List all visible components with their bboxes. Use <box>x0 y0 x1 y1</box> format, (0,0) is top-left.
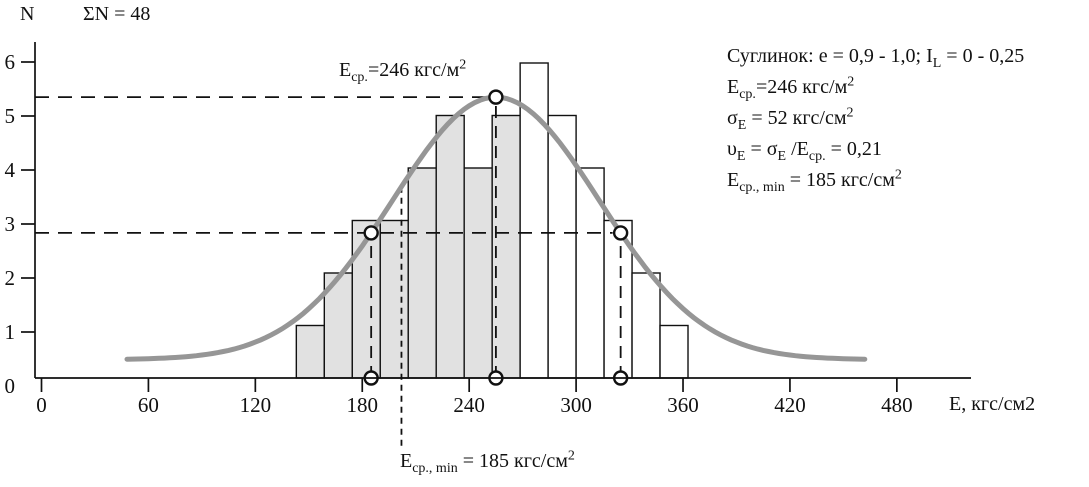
histogram-bar <box>295 324 326 379</box>
x-axis-label: E, кгс/см2 <box>949 393 1036 415</box>
info-line-soil: Суглинок: e = 0,9 - 1,0; IL = 0 - 0,25 <box>727 45 1025 71</box>
peak-marker-circle <box>488 89 504 105</box>
info-line-emin: Eср., min = 185 кгс/см2 <box>727 167 902 195</box>
sigma-marker-circle <box>612 225 629 241</box>
x-tick-label: 180 <box>347 393 379 417</box>
histogram-bar <box>407 167 437 379</box>
x-tick-label: 360 <box>667 393 699 417</box>
x-tick-label: 120 <box>240 393 272 417</box>
sigma-marker-circle <box>363 225 379 241</box>
histogram-bar <box>519 62 549 379</box>
x-tick-label: 300 <box>560 393 592 417</box>
histogram-bar <box>659 324 689 379</box>
info-line-mean: Eср.=246 кгс/м2 <box>727 74 855 102</box>
y-tick-label: 4 <box>5 158 16 182</box>
histogram-bar <box>631 272 661 379</box>
y-tick-label: 5 <box>5 104 16 128</box>
x-tick-label: 480 <box>881 393 913 417</box>
y-axis-letter: N <box>20 3 35 25</box>
x-tick-label: 0 <box>36 393 47 417</box>
histogram-bar <box>379 219 409 379</box>
y-tick-label: 0 <box>5 374 16 398</box>
histogram-bar <box>463 167 493 379</box>
y-tick-label: 2 <box>5 266 16 290</box>
info-line-sigma: σE = 52 кгс/см2 <box>727 105 854 133</box>
x-tick-label: 240 <box>453 393 485 417</box>
y-tick-label: 1 <box>5 320 16 344</box>
histogram-bar <box>547 114 577 379</box>
peak-mean-annotation: Eср.=246 кгс/м2 <box>339 57 467 85</box>
x-tick-label: 420 <box>774 393 806 417</box>
emin-bottom-annotation: Eср., min = 185 кгс/см2 <box>400 448 575 476</box>
info-text-block: Суглинок: e = 0,9 - 1,0; IL = 0 - 0,25 E… <box>727 44 1024 199</box>
sum-n-label: ΣN = 48 <box>83 3 151 25</box>
x-tick-label: 60 <box>138 393 159 417</box>
histogram-bar <box>491 114 521 379</box>
y-tick-label: 6 <box>5 50 16 74</box>
y-tick-label: 3 <box>5 212 16 236</box>
info-line-variation: υE = σE /Eср. = 0,21 <box>727 138 882 164</box>
histogram-bar <box>435 114 465 379</box>
